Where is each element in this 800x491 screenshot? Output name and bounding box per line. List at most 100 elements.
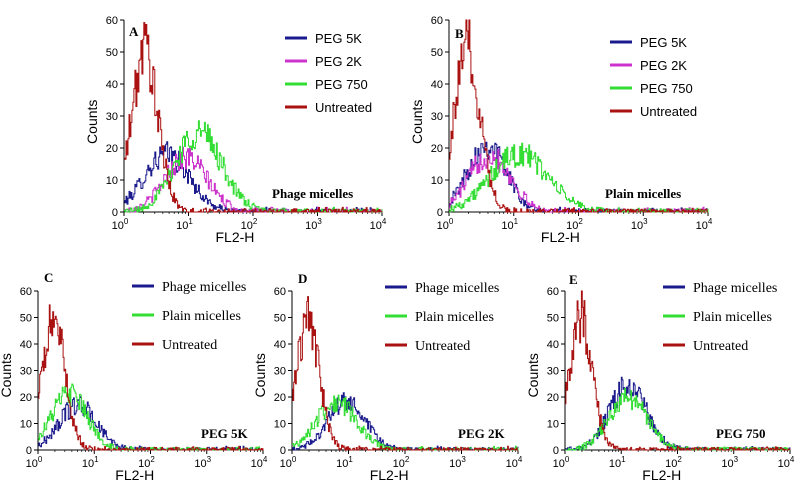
x-axis-label: FL2-H: [541, 229, 580, 245]
panel-letter: A: [129, 24, 139, 39]
y-axis-label: Counts: [84, 100, 100, 144]
y-tick-label: 50: [20, 313, 32, 325]
y-tick-label: 30: [106, 111, 118, 123]
legend-label: PEG 5K: [640, 35, 687, 50]
series-line-untreated: [292, 296, 518, 451]
x-tick-label: 102: [665, 455, 682, 470]
x-tick-label: 103: [305, 217, 322, 232]
legend-label: Untreated: [693, 339, 748, 354]
y-tick-label: 40: [20, 339, 32, 351]
y-tick-label: 30: [547, 366, 559, 378]
panel-letter: E: [569, 272, 578, 287]
panel-c: 0 10 20 30 40 50 60 100 101 102 103 104 FL2-H Counts P…: [0, 270, 268, 483]
legend: PEG 5K PEG 2K PEG 750 Untreated: [610, 35, 697, 119]
x-tick-label: 101: [176, 217, 193, 232]
panel-annotation: Plain micelles: [605, 186, 681, 201]
y-tick-label: 10: [274, 419, 286, 431]
y-tick-label: 60: [274, 286, 286, 298]
y-tick-label: 40: [431, 79, 443, 91]
y-tick-label: 20: [547, 392, 559, 404]
y-tick-label: 0: [280, 445, 286, 457]
legend-label: PEG 2K: [640, 58, 687, 73]
x-tick-label: 102: [241, 217, 258, 232]
x-axis-label: FL2-H: [370, 467, 409, 483]
series-line-untreated: [124, 22, 383, 213]
x-tick-label: 104: [506, 455, 523, 470]
panel-letter: D: [298, 271, 307, 286]
x-tick-label: 103: [194, 455, 211, 470]
series-line-peg-2k: [124, 146, 383, 213]
y-tick-label: 50: [547, 313, 559, 325]
x-tick-label: 100: [280, 455, 297, 470]
y-tick-label: 60: [431, 15, 443, 27]
y-tick-label: 10: [431, 175, 443, 187]
y-tick-label: 40: [106, 79, 118, 91]
y-tick-label: 0: [553, 445, 559, 457]
legend-label: Untreated: [162, 338, 217, 353]
legend: Phage micelles Plain micelles Untreated: [663, 281, 777, 354]
x-axis-label: FL2-H: [642, 467, 681, 483]
x-tick-label: 102: [138, 455, 155, 470]
y-tick-label: 10: [547, 419, 559, 431]
series-line-phage-micelles: [292, 392, 519, 451]
y-axis-label: Counts: [252, 353, 268, 397]
series-line-phage-micelles: [38, 396, 264, 451]
y-axis-label: Counts: [409, 100, 425, 144]
legend-label: Untreated: [640, 104, 697, 119]
series-line-untreated: [449, 19, 708, 213]
panel-annotation: Phage micelles: [272, 186, 353, 201]
y-axis-label: Counts: [525, 353, 541, 397]
legend-label: PEG 2K: [315, 54, 362, 69]
y-tick-label: 30: [274, 366, 286, 378]
x-tick-label: 101: [609, 455, 626, 470]
panel-a: 0 10 20 30 40 50 60 100 101 102 103 104 FL2-H Counts P…: [84, 15, 387, 245]
x-tick-label: 102: [393, 455, 410, 470]
legend-label: Plain micelles: [162, 309, 241, 324]
series-line-plain-micelles: [565, 387, 790, 451]
y-axis-label: Counts: [0, 353, 14, 397]
panel-b: 0 10 20 30 40 50 60 100 101 102 103 104 FL2-H Counts P…: [409, 15, 713, 245]
x-tick-label: 101: [336, 455, 353, 470]
x-axis-label: FL2-H: [215, 229, 254, 245]
panel-d: 0 10 20 30 40 50 60 100 101 102 103 104 FL2-H Counts P…: [252, 271, 523, 483]
panel-e: 0 10 20 30 40 50 60 100 101 102 103 104 FL2-H Counts P…: [525, 272, 795, 483]
series-line-untreated: [565, 290, 791, 451]
series-line-untreated: [38, 304, 264, 451]
panel-annotation: PEG 2K: [458, 426, 505, 441]
y-tick-label: 30: [20, 366, 32, 378]
y-tick-label: 10: [20, 419, 32, 431]
legend-label: Phage micelles: [162, 280, 246, 295]
x-tick-label: 101: [501, 217, 518, 232]
legend-label: Plain micelles: [693, 310, 772, 325]
y-tick-label: 20: [106, 143, 118, 155]
y-tick-label: 0: [112, 207, 118, 219]
legend-label: PEG 5K: [315, 31, 362, 46]
y-tick-label: 60: [547, 286, 559, 298]
x-tick-label: 103: [449, 455, 466, 470]
y-tick-label: 10: [106, 175, 118, 187]
x-tick-label: 104: [370, 217, 387, 232]
legend: Phage micelles Plain micelles Untreated: [385, 281, 499, 354]
x-tick-label: 104: [251, 455, 268, 470]
x-tick-label: 104: [778, 455, 795, 470]
legend: Phage micelles Plain micelles Untreated: [132, 280, 246, 353]
panel-letter: B: [455, 26, 464, 41]
y-tick-label: 40: [274, 339, 286, 351]
y-tick-label: 20: [431, 143, 443, 155]
y-tick-label: 30: [431, 111, 443, 123]
x-tick-label: 104: [696, 217, 713, 232]
y-tick-label: 50: [106, 47, 118, 59]
x-tick-label: 101: [82, 455, 99, 470]
x-tick-label: 100: [553, 455, 570, 470]
y-tick-label: 0: [26, 445, 32, 457]
legend: PEG 5K PEG 2K PEG 750 Untreated: [285, 31, 372, 115]
legend-label: Untreated: [415, 339, 470, 354]
x-tick-label: 100: [437, 217, 454, 232]
x-axis-label: FL2-H: [115, 467, 154, 483]
y-tick-label: 20: [20, 392, 32, 404]
y-tick-label: 50: [274, 313, 286, 325]
panel-letter: C: [44, 270, 53, 285]
legend-label: PEG 750: [640, 81, 693, 96]
legend-label: Phage micelles: [693, 281, 777, 296]
